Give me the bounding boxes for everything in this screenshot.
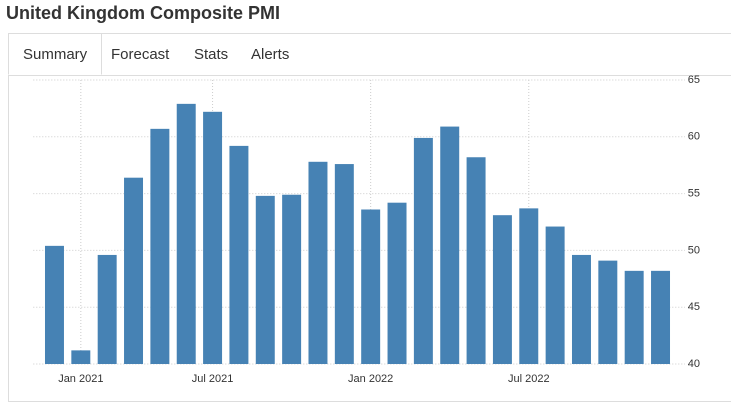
y-tick-label: 60 — [688, 131, 700, 143]
bar — [255, 195, 275, 364]
bar — [466, 157, 486, 364]
x-tick-label: Jan 2022 — [348, 373, 393, 385]
bar — [545, 226, 565, 364]
bar — [308, 161, 328, 364]
bar — [229, 145, 249, 364]
x-tick-label: Jan 2021 — [58, 373, 103, 385]
bar — [334, 164, 354, 364]
tab[interactable]: Forecast — [111, 46, 170, 63]
tab-bar: Summary Forecast Stats Alerts — [8, 33, 731, 76]
y-tick-label: 40 — [688, 358, 700, 370]
x-tick-label: Jul 2021 — [192, 373, 234, 385]
bar — [440, 126, 460, 365]
bar — [203, 111, 223, 364]
bar — [413, 137, 433, 364]
chart-container — [8, 75, 731, 402]
bar — [97, 254, 117, 364]
y-tick-label: 55 — [688, 188, 700, 200]
bar — [282, 194, 302, 364]
y-tick-label: 45 — [688, 301, 700, 313]
bar — [44, 245, 64, 364]
y-tick-label: 50 — [688, 244, 700, 256]
bar — [598, 260, 618, 364]
bar — [571, 254, 591, 364]
bar — [361, 209, 381, 364]
bar — [519, 208, 539, 364]
tab[interactable]: Stats — [194, 46, 229, 63]
bar — [124, 177, 144, 364]
bar — [387, 202, 407, 364]
bar — [176, 103, 196, 364]
bar — [624, 270, 644, 364]
x-tick-label: Jul 2022 — [508, 373, 550, 385]
bar — [71, 350, 91, 364]
bar — [651, 270, 671, 364]
tab[interactable]: Summary — [8, 33, 103, 75]
bar — [150, 128, 170, 364]
bar — [492, 215, 512, 364]
page-title: United Kingdom Composite PMI — [6, 3, 280, 23]
y-tick-label: 65 — [688, 74, 700, 86]
tab[interactable]: Alerts — [251, 46, 290, 63]
